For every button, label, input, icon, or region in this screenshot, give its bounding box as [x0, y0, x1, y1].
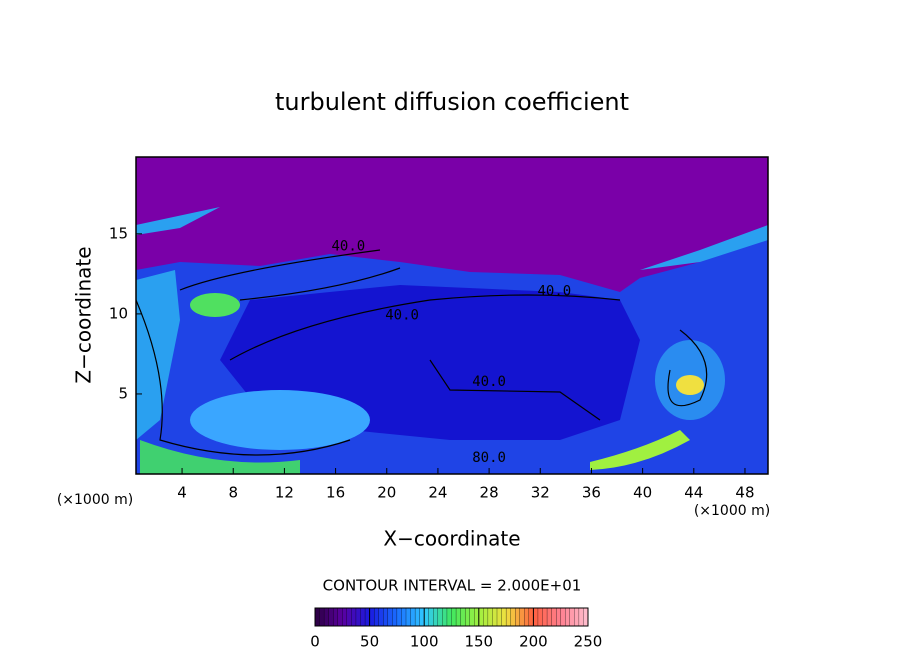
y-tick-label: 15	[109, 224, 128, 242]
x-tick-label: 36	[582, 484, 601, 502]
x-tick-label: 12	[275, 484, 294, 502]
colorbar-cell	[542, 607, 548, 627]
colorbar-cell	[496, 607, 502, 627]
colorbar-cell	[369, 607, 375, 627]
colorbar-cell	[556, 607, 562, 627]
x-tick-label: 40	[633, 484, 652, 502]
field-region	[676, 375, 704, 395]
colorbar-cell	[455, 607, 462, 627]
field	[135, 156, 769, 475]
colorbar-cell	[410, 607, 416, 627]
colorbar-tick-label: 150	[464, 633, 493, 651]
chart-title: turbulent diffusion coefficient	[275, 88, 629, 116]
colorbar-cell	[337, 607, 343, 627]
contour-label: 40.0	[385, 308, 419, 324]
colorbar-cell	[469, 607, 475, 627]
x-tick-label: 48	[735, 484, 754, 502]
colorbar-cell	[414, 607, 421, 627]
colorbar-cell	[314, 607, 320, 627]
colorbar-cell	[360, 607, 366, 627]
colorbar-cell	[574, 607, 580, 627]
colorbar-cell	[373, 607, 380, 627]
field-region	[190, 390, 370, 450]
colorbar-cell	[464, 607, 471, 627]
y-axis-label: Z−coordinate	[72, 246, 96, 383]
x-tick-label: 8	[228, 484, 238, 502]
x-tick-label: 44	[684, 484, 703, 502]
colorbar-cell	[428, 607, 434, 627]
colorbar-cell	[355, 607, 361, 627]
colorbar-cell	[515, 607, 521, 627]
colorbar-cell	[510, 607, 516, 627]
colorbar-tick-label: 200	[519, 633, 548, 651]
x-tick-label: 28	[480, 484, 499, 502]
colorbar-cell	[328, 607, 334, 627]
colorbar-cell	[405, 607, 411, 627]
colorbar-cell	[519, 607, 525, 627]
y-tick-label: 10	[109, 304, 128, 322]
colorbar-cell	[437, 607, 443, 627]
x-tick-label: 20	[377, 484, 396, 502]
colorbar-cell	[333, 607, 339, 627]
field-region	[136, 207, 220, 235]
x-tick-label: 24	[428, 484, 447, 502]
colorbar-cell	[401, 607, 407, 627]
x-tick-label: 16	[326, 484, 345, 502]
field-region	[190, 293, 240, 317]
colorbar-cell	[578, 607, 584, 627]
colorbar-cell	[565, 607, 571, 627]
colorbar-cell	[342, 607, 348, 627]
field-region	[640, 225, 768, 270]
colorbar-cell	[492, 607, 498, 627]
colorbar-cell	[346, 607, 352, 627]
colorbar-cell	[478, 607, 484, 627]
x-unit: (×1000 m)	[694, 503, 770, 519]
colorbar-cell	[424, 607, 430, 627]
contour-interval: CONTOUR INTERVAL = 2.000E+01	[323, 577, 582, 595]
colorbar-cell	[392, 607, 398, 627]
colorbar-cell	[351, 607, 357, 627]
contour-label: 80.0	[472, 450, 506, 466]
colorbar-cell	[319, 607, 325, 627]
colorbar-cell	[546, 607, 553, 627]
colorbar-cell	[446, 607, 452, 627]
colorbar-cell	[378, 607, 384, 627]
colorbar-cell	[451, 607, 457, 627]
contour-label: 40.0	[472, 374, 506, 390]
colorbar-cell	[483, 607, 489, 627]
y-unit: (×1000 m)	[57, 492, 133, 508]
colorbar-cell	[487, 607, 493, 627]
field-region	[590, 430, 690, 470]
colorbar-cell	[560, 607, 566, 627]
colorbar-cell	[501, 607, 507, 627]
colorbar-cell	[524, 607, 530, 627]
colorbar-tick-label: 50	[360, 633, 379, 651]
colorbar-cell	[383, 607, 389, 627]
colorbar-cell	[387, 607, 393, 627]
field-region	[136, 270, 180, 440]
colorbar-cell	[551, 607, 557, 627]
y-tick-label: 5	[118, 384, 128, 402]
plot-frame	[135, 156, 769, 475]
contour-line	[135, 249, 708, 456]
colorbar-cell	[396, 607, 402, 627]
x-tick-label: 4	[177, 484, 187, 502]
x-tick-label: 32	[531, 484, 550, 502]
colorbar-tick-label: 100	[410, 633, 439, 651]
colorbar-cell	[433, 607, 439, 627]
x-axis-label: X−coordinate	[383, 527, 520, 551]
colorbar-cell	[460, 607, 466, 627]
field-region	[140, 440, 300, 474]
colorbar-cell	[569, 607, 575, 627]
colorbar-cell	[323, 607, 330, 627]
colorbar-tick-label: 250	[574, 633, 603, 651]
contour-label: 40.0	[537, 283, 571, 299]
contour-label: 40.0	[332, 239, 366, 255]
colorbar-cell	[505, 607, 512, 627]
colorbar-cell	[537, 607, 543, 627]
colorbar-tick-label: 0	[310, 633, 320, 651]
colorbar-cell	[533, 607, 539, 627]
colorbar-cell	[442, 607, 448, 627]
